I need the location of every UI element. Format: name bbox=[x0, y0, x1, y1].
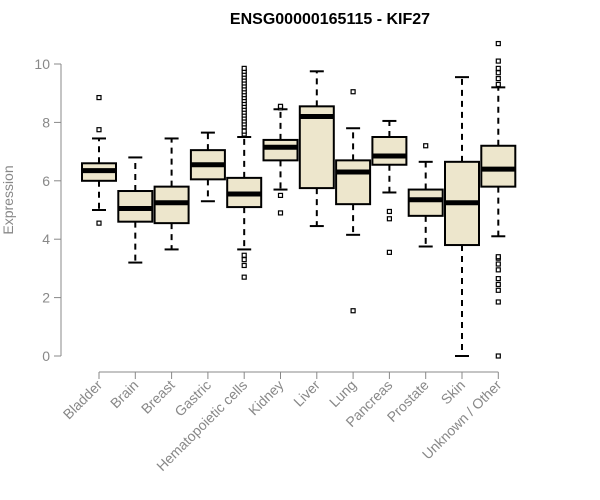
box-hematopoietic-cells bbox=[226, 65, 263, 280]
outlier-point bbox=[495, 58, 501, 64]
box-brain bbox=[117, 156, 154, 264]
outlier-point bbox=[277, 192, 284, 198]
box-lung bbox=[335, 89, 372, 314]
box-skin bbox=[444, 76, 480, 357]
outlier-point bbox=[241, 252, 247, 258]
outlier-point bbox=[96, 94, 102, 101]
x-tick-label: Bladder bbox=[60, 377, 106, 423]
box-unknown-other bbox=[480, 40, 517, 359]
outlier-point bbox=[495, 267, 501, 273]
box-bladder bbox=[81, 94, 117, 226]
y-tick-label: 8 bbox=[42, 114, 50, 130]
outlier-point bbox=[277, 210, 284, 216]
axes: 0 2 4 6 8 10 bbox=[34, 56, 499, 379]
x-tick-label: Lung bbox=[326, 377, 359, 410]
outlier-point bbox=[423, 143, 429, 149]
outlier-point bbox=[386, 249, 392, 255]
box-body bbox=[371, 136, 408, 166]
outlier-point bbox=[386, 216, 392, 222]
y-tick-label: 10 bbox=[34, 56, 50, 72]
y-tick-label: 0 bbox=[42, 348, 50, 364]
y-tick-label: 2 bbox=[42, 290, 50, 306]
outlier-point bbox=[96, 127, 102, 133]
outlier-point bbox=[495, 287, 501, 293]
box-body bbox=[298, 105, 335, 190]
outlier-point bbox=[495, 299, 501, 305]
outlier-point bbox=[96, 220, 102, 226]
x-tick-label: Brain bbox=[107, 377, 141, 411]
outlier-point bbox=[241, 274, 247, 280]
box-pancreas bbox=[371, 119, 408, 255]
x-tick-label: Kidney bbox=[245, 377, 287, 419]
box-body bbox=[262, 138, 299, 162]
outlier-point bbox=[241, 65, 247, 71]
outlier-point bbox=[495, 276, 501, 282]
outlier-point bbox=[241, 128, 247, 134]
x-tick-label: Breast bbox=[138, 377, 178, 417]
outlier-point bbox=[495, 254, 501, 260]
outlier-point bbox=[495, 40, 501, 47]
box-kidney bbox=[262, 103, 299, 216]
boxes-group bbox=[81, 40, 517, 359]
box-liver bbox=[298, 70, 335, 228]
outlier-point bbox=[495, 70, 501, 76]
outlier-point bbox=[495, 81, 501, 88]
outlier-point bbox=[350, 89, 356, 95]
outlier-point bbox=[495, 75, 501, 82]
outlier-point bbox=[495, 353, 501, 359]
box-breast bbox=[153, 137, 190, 251]
box-prostate bbox=[407, 143, 444, 248]
y-tick-label: 4 bbox=[42, 231, 50, 247]
box-gastric bbox=[189, 131, 226, 203]
x-tick-label: Liver bbox=[290, 377, 323, 410]
box-body bbox=[335, 159, 372, 206]
outlier-point bbox=[386, 208, 392, 215]
x-tick-label: Skin bbox=[438, 377, 469, 408]
outlier-point bbox=[495, 261, 501, 267]
y-tick-label: 6 bbox=[42, 173, 50, 189]
outlier-point bbox=[495, 281, 501, 288]
chart-title: ENSG00000165115 - KIF27 bbox=[230, 11, 430, 28]
outlier-point bbox=[350, 308, 356, 314]
outlier-point bbox=[277, 103, 284, 109]
outlier-point bbox=[241, 257, 247, 263]
box-body bbox=[407, 188, 444, 217]
y-axis-label: Expression bbox=[0, 165, 16, 234]
box-body bbox=[480, 144, 517, 188]
outlier-point bbox=[241, 262, 247, 269]
outlier-point bbox=[495, 65, 501, 71]
